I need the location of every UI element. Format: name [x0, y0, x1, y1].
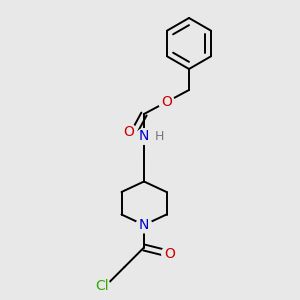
- Circle shape: [136, 129, 152, 144]
- Text: O: O: [124, 125, 134, 139]
- Text: H: H: [154, 130, 164, 143]
- Text: N: N: [139, 218, 149, 232]
- Text: N: N: [139, 130, 149, 143]
- Circle shape: [159, 94, 174, 110]
- Text: O: O: [164, 247, 175, 260]
- Text: O: O: [161, 95, 172, 109]
- Circle shape: [121, 124, 137, 140]
- Text: Cl: Cl: [95, 279, 109, 292]
- Circle shape: [162, 246, 177, 261]
- Circle shape: [136, 217, 152, 233]
- Circle shape: [94, 278, 110, 293]
- Circle shape: [151, 129, 167, 144]
